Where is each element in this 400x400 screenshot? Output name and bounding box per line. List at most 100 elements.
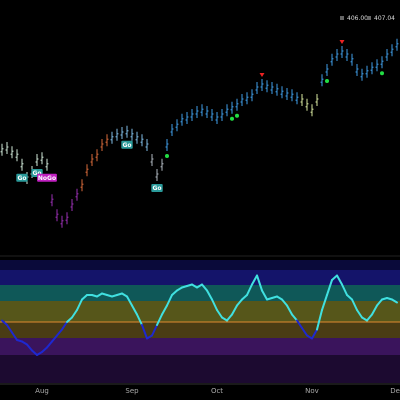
oscillator-segment <box>371 304 378 316</box>
oscillator-segment <box>56 328 63 337</box>
oscillator-segment <box>11 331 18 341</box>
oscillator-segment <box>151 324 158 337</box>
icon <box>367 16 371 20</box>
price-bar <box>380 56 384 69</box>
price-bar <box>390 44 394 57</box>
oscillator-segment <box>156 313 163 326</box>
oscillator-segment <box>251 274 258 286</box>
band <box>0 285 400 301</box>
oscillator-segment <box>296 319 303 329</box>
price-bar <box>330 53 334 66</box>
oscillator-segment <box>201 283 208 292</box>
price-bar <box>270 82 274 94</box>
price-bar <box>235 98 239 111</box>
annotation: Go <box>122 142 131 149</box>
price-bar <box>90 154 94 166</box>
price-bar <box>110 131 114 144</box>
price-bar <box>385 49 389 61</box>
price-bar <box>275 83 279 96</box>
price-bar <box>15 149 19 162</box>
oscillator-segment <box>171 289 178 296</box>
oscillator-segment <box>131 304 138 316</box>
oscillator-segment <box>286 304 293 316</box>
oscillator-segment <box>51 334 58 343</box>
oscillator-segment <box>66 316 73 323</box>
price-bar <box>160 158 164 171</box>
price-bar <box>360 68 364 81</box>
price-bar <box>20 158 24 171</box>
oscillator-segment <box>346 294 353 301</box>
oscillator-segment <box>126 295 133 307</box>
oscillator-segment <box>211 298 218 311</box>
oscillator-segment <box>161 304 168 316</box>
price-bar <box>145 139 149 151</box>
oscillator-segment <box>76 298 83 311</box>
signal-triangle <box>339 40 345 44</box>
price-bar <box>60 215 64 228</box>
price-bar <box>295 92 299 105</box>
price-bar <box>365 65 369 78</box>
price-bar <box>215 112 219 124</box>
x-tick-label: Sep <box>125 387 139 395</box>
price-bar <box>395 38 399 51</box>
price-bar <box>335 49 339 61</box>
oscillator-segment <box>46 340 53 349</box>
oscillator-segment <box>31 349 38 356</box>
signal-dot <box>380 71 384 76</box>
price-bar <box>150 154 154 166</box>
signal-dot <box>165 154 169 158</box>
annotation-box <box>151 184 163 192</box>
oscillator-segment <box>341 283 348 296</box>
oscillator-segment <box>281 298 288 307</box>
price-bar <box>70 199 74 211</box>
oscillator-segment <box>326 279 333 296</box>
annotation-box <box>121 140 133 149</box>
icon <box>340 16 344 20</box>
annotation: Go <box>152 185 161 192</box>
price-bar <box>175 119 179 132</box>
price-bar <box>105 134 109 147</box>
price-bar <box>255 82 259 94</box>
price-bar <box>115 128 119 141</box>
oscillator-segment <box>6 324 13 334</box>
price-bar <box>55 209 59 222</box>
oscillator-segment <box>61 321 68 331</box>
price-label: 406.00 <box>347 15 368 22</box>
oscillator-segment <box>71 309 78 319</box>
oscillator-segment <box>216 309 223 319</box>
price-bar <box>280 86 284 99</box>
price-bar <box>140 134 144 147</box>
price-bar <box>95 149 99 162</box>
price-bar <box>0 143 4 156</box>
oscillator-segment <box>256 274 263 292</box>
oscillator-segment <box>241 294 248 301</box>
price-bar <box>260 79 264 91</box>
signal-dot <box>325 79 329 83</box>
x-tick-label: Dec <box>390 387 400 395</box>
oscillator-segment <box>366 313 373 322</box>
price-bar <box>320 74 324 87</box>
x-tick-label: Oct <box>211 387 223 395</box>
x-tick-label: Aug <box>35 387 49 395</box>
price-bar <box>45 158 49 171</box>
x-tick-label: Nov <box>305 387 319 395</box>
price-bar <box>100 139 104 151</box>
price-bar <box>130 128 134 141</box>
band <box>0 338 400 355</box>
oscillator-segment <box>226 313 233 322</box>
price-bar <box>290 89 294 102</box>
oscillator-segment <box>81 294 88 301</box>
signal-dot <box>235 113 239 118</box>
band <box>0 322 400 338</box>
oscillator-segment <box>331 274 338 281</box>
oscillator-segment <box>41 346 48 353</box>
price-bar <box>10 146 14 159</box>
oscillator-segment <box>391 298 398 304</box>
oscillator-segment <box>26 343 33 352</box>
price-bar <box>180 113 184 126</box>
price-bar <box>220 109 224 121</box>
price-bar <box>185 112 189 124</box>
oscillator-segment <box>336 274 343 286</box>
price-bar <box>195 106 199 118</box>
